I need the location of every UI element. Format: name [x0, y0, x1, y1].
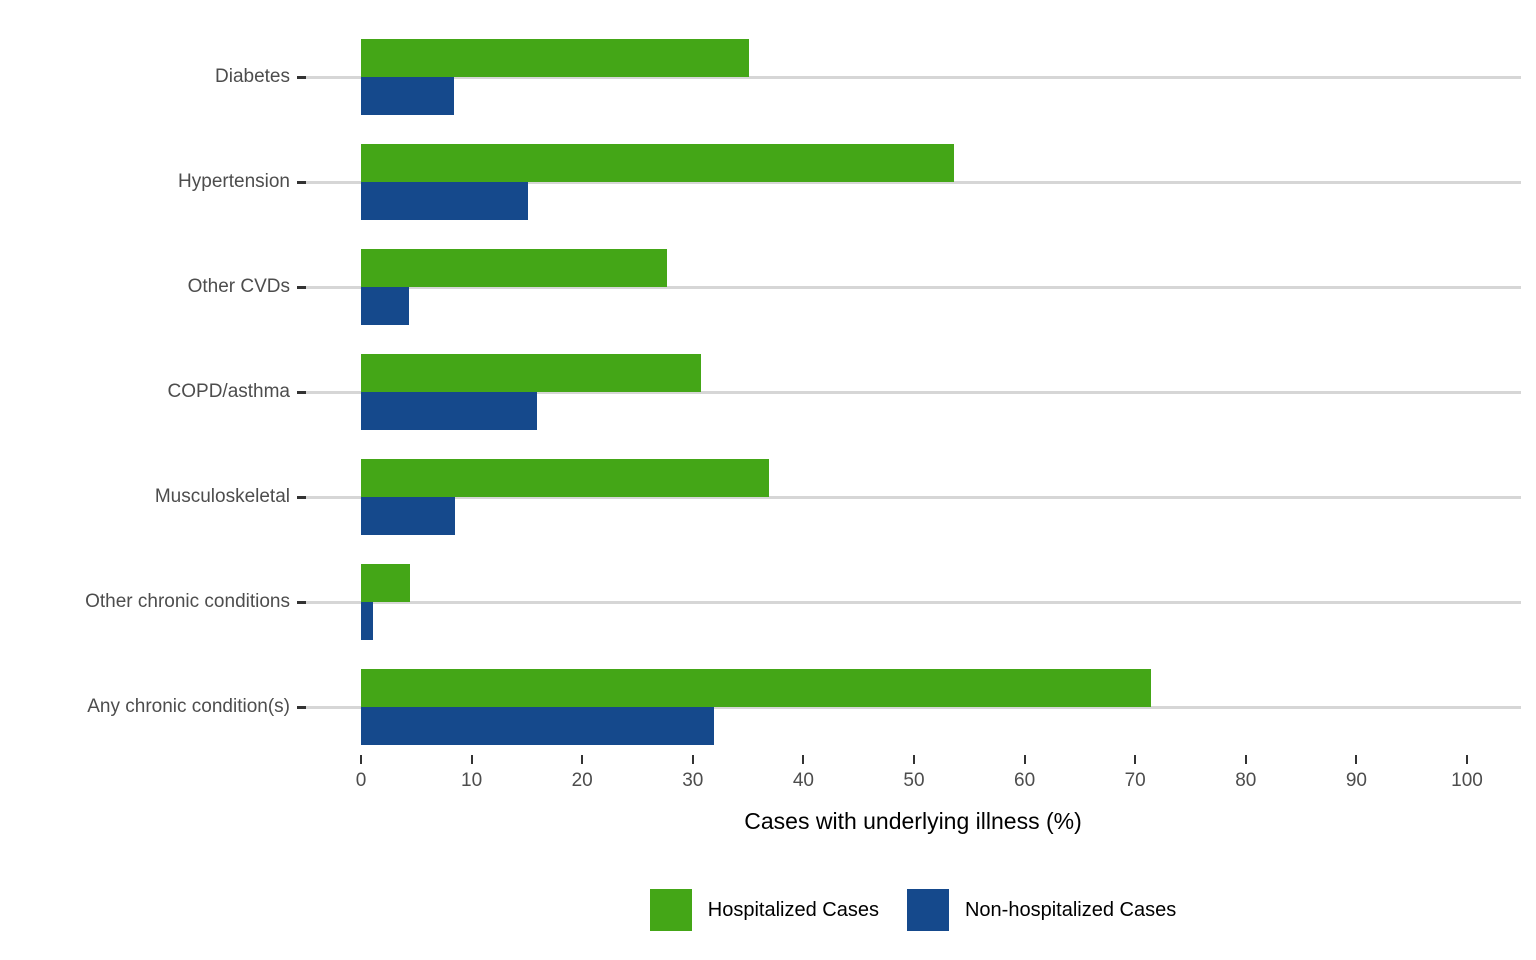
category-gridline [306, 76, 1521, 79]
category-gridline [306, 706, 1521, 709]
category-label: Hypertension [178, 171, 290, 192]
x-axis-tick [1023, 755, 1026, 764]
x-axis-tick-label: 0 [355, 770, 367, 791]
category-gridline [306, 286, 1521, 289]
bar-hospitalized [361, 249, 668, 287]
x-axis-tick [360, 755, 362, 764]
bar-non-hospitalized [361, 497, 455, 535]
bar-non-hospitalized [361, 392, 537, 430]
bar-non-hospitalized [361, 77, 454, 115]
legend-label-non-hospitalized: Non-hospitalized Cases [964, 898, 1177, 921]
x-axis-tick [1355, 755, 1358, 764]
bar-hospitalized [361, 564, 410, 602]
bar-hospitalized [361, 459, 770, 497]
x-axis-tick-label: 100 [1451, 770, 1483, 791]
bar-hospitalized [361, 144, 954, 182]
x-axis-tick [691, 755, 694, 764]
bar-hospitalized [361, 39, 750, 77]
bar-non-hospitalized [361, 707, 714, 745]
legend-item-hospitalized: Hospitalized Cases [649, 889, 879, 931]
y-axis-tick [297, 391, 306, 394]
legend-swatch-hospitalized [649, 889, 692, 931]
category-gridline [306, 181, 1521, 184]
x-axis-tick-label: 90 [1345, 770, 1367, 791]
y-axis-tick [297, 496, 306, 499]
y-axis-tick [297, 601, 306, 604]
category-label: Other CVDs [187, 276, 290, 297]
bar-non-hospitalized [361, 182, 528, 220]
x-axis-tick-label: 70 [1124, 770, 1146, 791]
x-axis-tick [1466, 755, 1468, 764]
x-axis-tick-label: 50 [903, 770, 925, 791]
category-label: Any chronic condition(s) [87, 696, 290, 717]
y-axis-tick [297, 181, 306, 184]
x-axis-tick-label: 80 [1235, 770, 1257, 791]
x-axis-tick [1134, 755, 1137, 764]
category-label: Other chronic conditions [85, 591, 290, 612]
legend-swatch-non-hospitalized [906, 889, 949, 931]
y-axis-tick [297, 706, 306, 709]
bar-non-hospitalized [361, 602, 374, 640]
legend-item-non-hospitalized: Non-hospitalized Cases [906, 889, 1177, 931]
category-label: Musculoskeletal [154, 486, 290, 507]
y-axis-tick [297, 286, 306, 289]
x-axis-tick [802, 755, 805, 764]
category-label: Diabetes [215, 66, 290, 87]
x-axis-tick [1244, 755, 1247, 764]
x-axis-title: Cases with underlying illness (%) [744, 808, 1082, 834]
category-gridline [306, 391, 1521, 394]
category-gridline [306, 601, 1521, 604]
x-axis-tick [581, 755, 584, 764]
y-axis-tick [297, 76, 306, 79]
legend-label-hospitalized: Hospitalized Cases [707, 898, 879, 921]
x-axis-tick-label: 30 [682, 770, 704, 791]
x-axis-tick [470, 755, 473, 764]
legend: Hospitalized Cases Non-hospitalized Case… [305, 884, 1521, 936]
bar-hospitalized [361, 354, 701, 392]
x-axis-tick-label: 60 [1014, 770, 1036, 791]
x-axis-tick-label: 10 [461, 770, 483, 791]
category-gridline [306, 496, 1521, 499]
category-label: COPD/asthma [167, 381, 290, 402]
x-axis-tick [913, 755, 915, 764]
bar-non-hospitalized [361, 287, 409, 325]
x-axis-tick-label: 20 [571, 770, 593, 791]
x-axis-tick-label: 40 [792, 770, 814, 791]
bar-hospitalized [361, 669, 1151, 707]
